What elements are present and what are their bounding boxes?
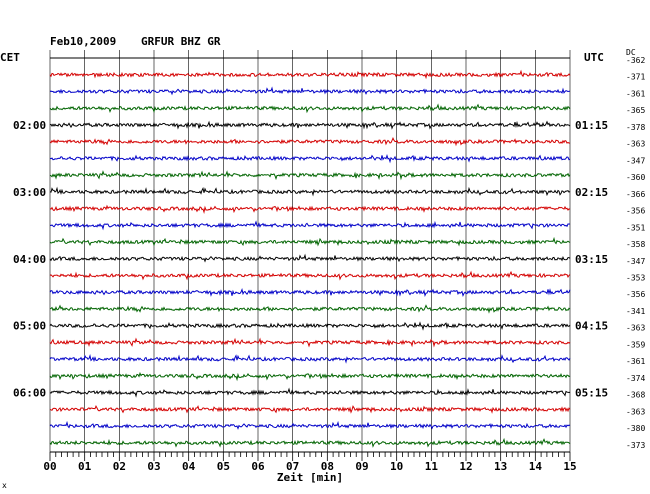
dc-offset-label: -353	[626, 273, 645, 282]
x-tick-label: 07	[286, 460, 299, 473]
seismic-trace	[49, 304, 571, 314]
x-tick-label: 13	[494, 460, 507, 473]
cet-hour-label: 04:00	[13, 253, 46, 266]
dc-offset-label: -358	[626, 240, 645, 249]
x-tick-label: 11	[425, 460, 439, 473]
utc-hour-label: 03:15	[575, 253, 608, 266]
seismic-trace	[49, 253, 571, 263]
utc-hour-label: 01:15	[575, 119, 608, 132]
cet-hour-label: 02:00	[13, 119, 46, 132]
dc-offset-label: -363	[626, 140, 645, 149]
seismic-trace	[49, 136, 571, 147]
x-tick-label: 09	[355, 460, 368, 473]
dc-offset-label: -360	[626, 173, 645, 182]
dc-offset-label: -356	[626, 207, 645, 216]
dc-offset-label: -341	[626, 307, 645, 316]
seismic-trace	[49, 437, 571, 448]
dc-offset-label: -371	[626, 73, 645, 82]
seismic-trace	[49, 86, 571, 96]
left-timezone-label: CET	[0, 51, 20, 64]
seismic-trace	[49, 321, 571, 331]
dc-offset-label: -380	[626, 424, 645, 433]
seismic-trace	[49, 420, 571, 430]
dc-offset-label: -363	[626, 324, 645, 333]
dc-offset-label: -374	[626, 374, 645, 383]
seismic-trace	[49, 103, 571, 114]
right-timezone-label: UTC	[584, 51, 604, 64]
cet-hour-label: 05:00	[13, 320, 46, 333]
dc-offset-label: -363	[626, 407, 645, 416]
dc-offset-label: -362	[626, 56, 645, 65]
dc-offset-label: -361	[626, 357, 645, 366]
x-tick-label: 02	[113, 460, 126, 473]
dc-label: DC	[626, 48, 636, 57]
utc-hour-label: 02:15	[575, 186, 608, 199]
seismic-trace	[49, 69, 571, 80]
x-tick-label: 01	[78, 460, 92, 473]
seismic-trace	[49, 337, 571, 348]
seismic-trace	[49, 353, 571, 364]
seismic-trace	[49, 371, 571, 382]
cet-hour-label: 06:00	[13, 387, 46, 400]
dc-offset-label: -365	[626, 106, 645, 115]
x-axis-label: Zeit [min]	[277, 471, 343, 484]
seismic-trace	[49, 204, 571, 215]
x-tick-label: 06	[251, 460, 265, 473]
x-tick-label: 08	[321, 460, 334, 473]
seismic-trace	[49, 220, 571, 231]
dc-offset-label: -378	[626, 123, 645, 132]
utc-hour-label: 04:15	[575, 320, 608, 333]
seismic-trace	[49, 236, 571, 247]
seismic-trace	[49, 170, 571, 181]
dc-offset-label: -351	[626, 223, 645, 232]
seismic-trace	[49, 387, 571, 398]
chart-date: Feb10,2009	[50, 35, 116, 48]
x-tick-label: 05	[217, 460, 230, 473]
dc-offset-label: -359	[626, 340, 645, 349]
x-tick-label: 12	[459, 460, 472, 473]
dc-offset-label: -366	[626, 190, 645, 199]
x-tick-label: 04	[182, 460, 196, 473]
dc-offset-label: -368	[626, 391, 645, 400]
x-tick-label: 15	[563, 460, 576, 473]
corner-mark: x	[2, 481, 7, 490]
seismic-trace	[49, 120, 571, 130]
x-tick-label: 14	[529, 460, 543, 473]
x-tick-label: 00	[43, 460, 56, 473]
dc-offset-label: -347	[626, 156, 645, 165]
utc-hour-label: 05:15	[575, 387, 608, 400]
dc-offset-label: -373	[626, 441, 645, 450]
dc-offset-label: -361	[626, 89, 645, 98]
seismic-trace	[49, 153, 571, 164]
chart-station: GRFUR BHZ GR	[141, 35, 221, 48]
seismic-trace	[49, 186, 571, 197]
seismic-trace	[49, 287, 571, 298]
cet-hour-label: 03:00	[13, 186, 46, 199]
dc-offset-label: -347	[626, 257, 645, 266]
dc-offset-label: -356	[626, 290, 645, 299]
x-tick-label: 10	[390, 460, 403, 473]
seismic-trace	[49, 405, 571, 414]
seismic-trace	[49, 270, 571, 281]
x-tick-label: 03	[147, 460, 160, 473]
